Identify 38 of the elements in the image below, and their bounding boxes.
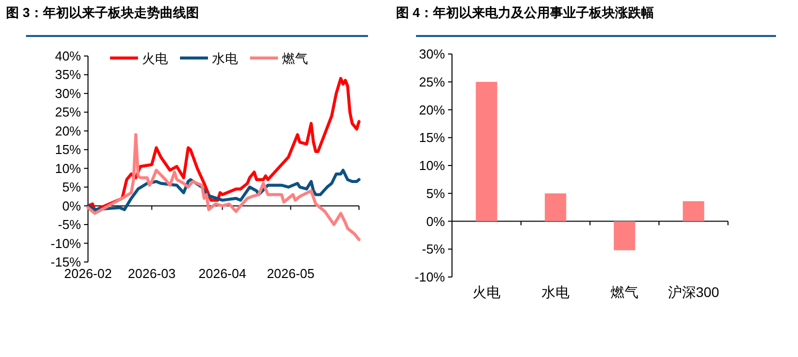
legend-label: 燃气 [282, 51, 308, 66]
legend-label: 水电 [212, 51, 238, 66]
x-tick-label: 2026-05 [266, 266, 315, 281]
bar [544, 193, 566, 222]
x-tick-label: 火电 [472, 284, 500, 300]
chart-title: 图 3：年初以来子板块走势曲线图 [6, 5, 199, 20]
y-tick-label: 30% [54, 86, 82, 101]
y-tick-label: 30% [418, 46, 446, 62]
y-tick-label: 0% [62, 198, 82, 214]
y-tick-label: 10% [418, 158, 446, 173]
y-tick-label: 5% [426, 186, 446, 201]
y-tick-label: -10% [50, 236, 82, 251]
line-series [86, 76, 360, 212]
x-tick-label: 2026-03 [128, 266, 176, 281]
x-tick-label: 沪深300 [668, 284, 720, 300]
y-tick-label: -5% [58, 217, 82, 232]
y-tick-label: -10% [414, 270, 446, 284]
bar [614, 221, 636, 250]
y-tick-label: 20% [54, 123, 82, 138]
y-tick-label: 40% [54, 48, 82, 64]
bar [682, 201, 704, 222]
x-tick-label: 水电 [542, 284, 570, 300]
y-tick-label: 15% [54, 142, 82, 158]
y-tick-label: 25% [54, 104, 82, 120]
y-tick-label: 15% [418, 130, 446, 146]
y-tick-label: 35% [54, 67, 82, 82]
y-tick-label: 25% [418, 74, 446, 90]
y-tick-label: -5% [422, 242, 446, 257]
y-tick-label: 5% [62, 180, 82, 195]
legend-label: 火电 [142, 51, 168, 66]
y-tick-label: 10% [54, 160, 82, 176]
chart-title: 图 4：年初以来电力及公用事业子板块涨跌幅 [396, 5, 654, 20]
bar [476, 82, 498, 222]
y-tick-label: 0% [426, 214, 446, 229]
x-tick-label: 2026-04 [198, 266, 246, 281]
y-tick-label: 20% [418, 102, 446, 118]
x-tick-label: 燃气 [610, 284, 638, 300]
line-series [86, 133, 360, 242]
